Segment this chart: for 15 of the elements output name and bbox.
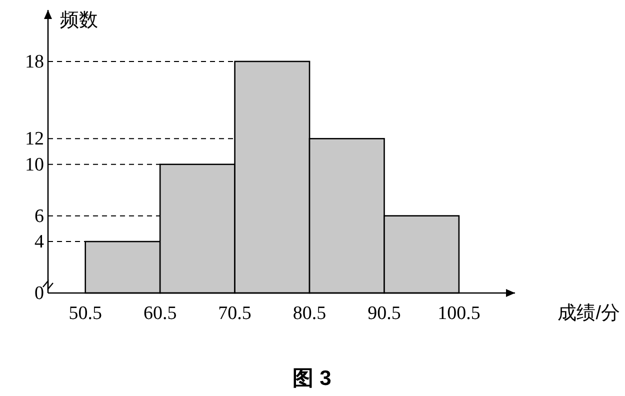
y-tick-label: 12 bbox=[25, 128, 44, 150]
x-tick-label: 60.5 bbox=[143, 303, 177, 324]
x-tick-label: 90.5 bbox=[368, 303, 401, 324]
caption: 图 3 bbox=[292, 367, 332, 390]
y-tick-label: 6 bbox=[34, 206, 44, 227]
x-tick-label: 100.5 bbox=[438, 303, 480, 324]
y-tick-label: 10 bbox=[25, 154, 44, 176]
y-tick-label: 4 bbox=[34, 232, 44, 253]
y-axis-title: 频数 bbox=[60, 10, 98, 31]
x-tick-label: 70.5 bbox=[218, 303, 252, 324]
x-tick-label: 50.5 bbox=[68, 303, 102, 324]
x-tick-label: 80.5 bbox=[292, 303, 326, 324]
y-tick-label: 18 bbox=[25, 51, 44, 72]
x-axis-title: 成绩/分 bbox=[558, 303, 620, 324]
y-tick-label: 0 bbox=[34, 283, 44, 304]
